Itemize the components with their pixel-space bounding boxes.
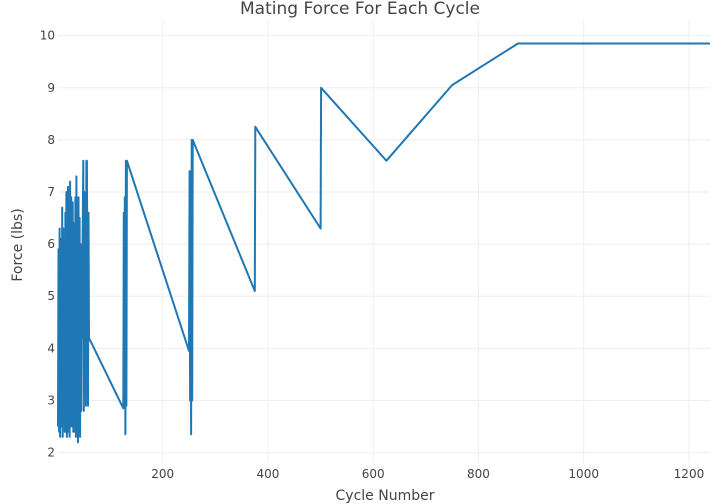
y-axis-ticks: 2 3 4 5 6 7 8 9 10 <box>40 29 55 460</box>
y-tick-label: 4 <box>47 341 55 355</box>
y-tick-label: 9 <box>47 81 55 95</box>
x-tick-label: 400 <box>257 467 280 481</box>
x-tick-label: 1200 <box>674 467 705 481</box>
grid <box>58 20 710 463</box>
y-axis-label: Force (lbs) <box>10 208 26 281</box>
x-axis-label: Cycle Number <box>336 488 435 504</box>
y-tick-label: 7 <box>47 185 55 199</box>
chart-title: Mating Force For Each Cycle <box>240 0 480 19</box>
series-group <box>57 42 710 444</box>
y-tick-label: 5 <box>47 289 55 303</box>
y-tick-label: 10 <box>40 29 55 43</box>
y-tick-label: 3 <box>47 393 55 407</box>
x-tick-label: 600 <box>362 467 385 481</box>
x-tick-label: 200 <box>151 467 174 481</box>
x-tick-label: 1000 <box>568 467 599 481</box>
x-axis-ticks: 200 400 600 800 1000 1200 <box>151 467 704 481</box>
x-tick-label: 800 <box>467 467 490 481</box>
y-tick-label: 2 <box>47 446 55 460</box>
y-tick-label: 8 <box>47 133 55 147</box>
series-line <box>57 42 710 444</box>
y-tick-label: 6 <box>47 237 55 251</box>
